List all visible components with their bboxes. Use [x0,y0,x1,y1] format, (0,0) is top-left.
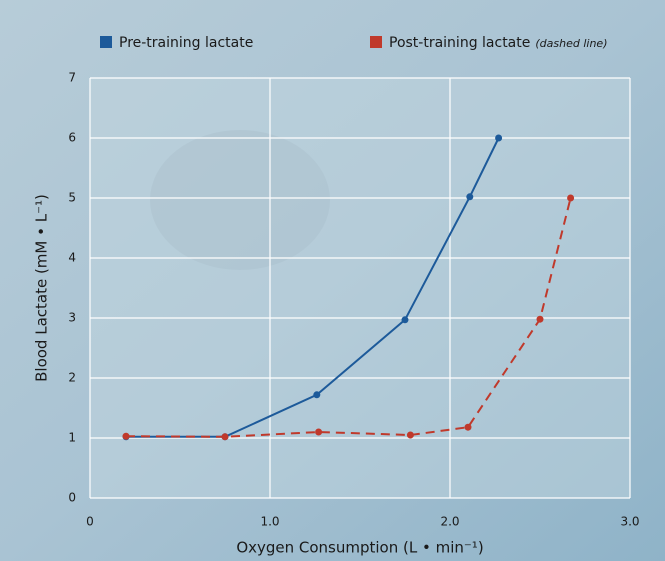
page: Oxygen Consumption (L • min⁻¹) Blood Lac… [0,0,665,561]
y-tick-label: 6 [68,131,76,145]
y-tick-label: 0 [68,491,76,505]
y-axis-label: Blood Lactate (mM • L⁻¹) [33,194,51,382]
data-point [123,433,130,440]
data-point [537,316,544,323]
x-tick-label: 3.0 [620,515,639,529]
data-point [222,433,229,440]
y-tick-label: 4 [68,251,76,265]
legend-label: Pre-training lactate [119,35,253,51]
data-point [407,432,414,439]
y-tick-label: 1 [68,431,76,445]
chart: Oxygen Consumption (L • min⁻¹) Blood Lac… [0,0,665,561]
y-tick-label: 3 [68,311,76,325]
data-point [402,316,409,323]
y-tick-label: 7 [68,71,76,85]
y-tick-label: 2 [68,371,76,385]
data-point [315,429,322,436]
x-tick-label: 2.0 [440,515,459,529]
x-axis-label: Oxygen Consumption (L • min⁻¹) [236,539,483,557]
x-tick-label: 0 [86,515,94,529]
legend-swatch [100,36,112,48]
legend-label: Post-training lactate [389,35,530,51]
y-tick-label: 5 [68,191,76,205]
x-tick-label: 1.0 [260,515,279,529]
data-point [466,193,473,200]
data-point [313,391,320,398]
legend-note: (dashed line) [535,37,607,50]
data-point [495,135,502,142]
legend-swatch [370,36,382,48]
data-point [567,195,574,202]
plot-area [90,78,630,498]
data-point [465,424,472,431]
